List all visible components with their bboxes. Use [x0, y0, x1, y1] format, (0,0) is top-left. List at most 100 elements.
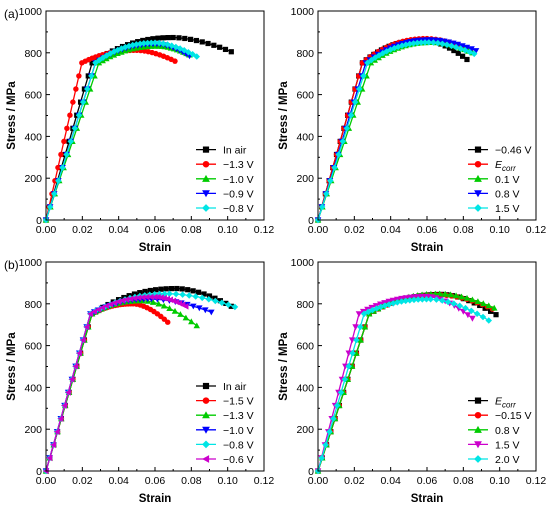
data-point [139, 294, 146, 301]
legend-label: −0.8 V [223, 439, 254, 451]
data-point [460, 53, 466, 59]
panel-3: 0.00 0.02 0.04 0.06 0.08 0.10 0.12 0 200 400 600 80… [4, 257, 274, 505]
data-point [68, 376, 75, 383]
legend-item: 0.8 V [468, 425, 520, 437]
data-point [345, 363, 352, 370]
legend-label: −0.8 V [223, 203, 254, 215]
data-point [353, 336, 360, 344]
data-point [199, 39, 205, 45]
x-tick-label: 0.06 [145, 475, 166, 487]
data-point [63, 151, 70, 158]
data-point [353, 349, 360, 356]
data-point [87, 310, 93, 318]
data-point [168, 285, 175, 292]
data-point [419, 296, 426, 303]
panel-1: 0.00 0.02 0.04 0.06 0.08 0.10 0.12 0 200 400 600 80… [4, 6, 274, 254]
legend-label: −1.3 V [223, 159, 254, 171]
data-point [201, 291, 207, 297]
data-point [111, 299, 118, 307]
data-point [188, 36, 194, 42]
series-5 [314, 39, 478, 224]
data-point [193, 37, 200, 44]
data-point [468, 307, 475, 315]
y-tick-label: 800 [24, 48, 42, 60]
series-line [45, 43, 190, 221]
data-point [355, 311, 363, 318]
data-point [64, 125, 70, 132]
data-point [84, 85, 91, 93]
data-point [166, 305, 173, 311]
data-point [473, 310, 481, 317]
legend-label: −1.0 V [223, 425, 254, 437]
data-point [447, 291, 454, 298]
series-2 [315, 35, 474, 223]
legend-item: Ecorr [468, 396, 516, 410]
y-tick-label: 400 [296, 382, 314, 394]
data-point [487, 308, 494, 314]
series-1 [315, 37, 470, 223]
legend-marker [202, 204, 210, 212]
data-point [431, 37, 439, 44]
data-point [436, 37, 443, 44]
x-tick-label: 0.08 [453, 475, 474, 487]
data-point [61, 138, 67, 145]
data-point [410, 40, 417, 47]
data-point [318, 203, 326, 211]
legend-label: −1.5 V [223, 396, 254, 408]
legend-marker [474, 160, 482, 168]
x-tick-label: 0.06 [417, 475, 438, 487]
data-point [135, 294, 142, 301]
data-point [463, 294, 471, 301]
legend-marker [474, 190, 482, 198]
legend: Ecorr−0.15 V 0.8 V 1.5 V 2.0 V [468, 396, 532, 466]
series-3 [314, 39, 476, 223]
data-point [145, 36, 151, 43]
data-point [322, 441, 329, 449]
data-point [471, 300, 477, 306]
data-point [67, 138, 74, 145]
data-point [231, 303, 239, 311]
legend-marker [202, 382, 210, 390]
data-point [341, 376, 349, 383]
data-point [463, 44, 471, 51]
data-point [472, 48, 480, 54]
data-point [190, 288, 196, 294]
data-point [88, 72, 95, 80]
data-point [58, 151, 64, 158]
legend-item: 1.5 V [468, 203, 520, 215]
data-point [450, 300, 458, 307]
data-point [459, 43, 466, 49]
legend-item: −1.5 V [196, 396, 254, 408]
data-point [64, 389, 71, 396]
legend-marker [202, 146, 210, 153]
data-point [334, 402, 341, 409]
data-point [360, 72, 367, 80]
series-3 [42, 297, 200, 474]
data-point [73, 86, 79, 92]
legend-marker [474, 455, 482, 463]
x-tick-label: 0.04 [380, 475, 401, 487]
data-point [436, 290, 443, 297]
data-point [89, 60, 95, 66]
legend-item: 1.5 V [468, 439, 520, 451]
x-axis-label: Strain [139, 242, 172, 254]
data-point [421, 39, 429, 46]
data-point [67, 112, 73, 118]
series-2 [315, 292, 496, 474]
data-point [79, 336, 86, 344]
legend-label: 0.1 V [495, 174, 520, 186]
series-5 [42, 39, 200, 224]
y-tick-label: 0 [36, 215, 42, 227]
data-point [131, 295, 138, 302]
data-point [335, 151, 342, 158]
legend-marker [202, 397, 210, 404]
data-point [110, 51, 118, 58]
data-point [161, 294, 167, 302]
data-point [196, 289, 202, 295]
data-point [79, 98, 87, 106]
data-point [439, 40, 446, 48]
data-point [433, 296, 440, 303]
legend: In air −1.3 V −1.0 V −0.9 V −0.8 V [196, 145, 254, 215]
